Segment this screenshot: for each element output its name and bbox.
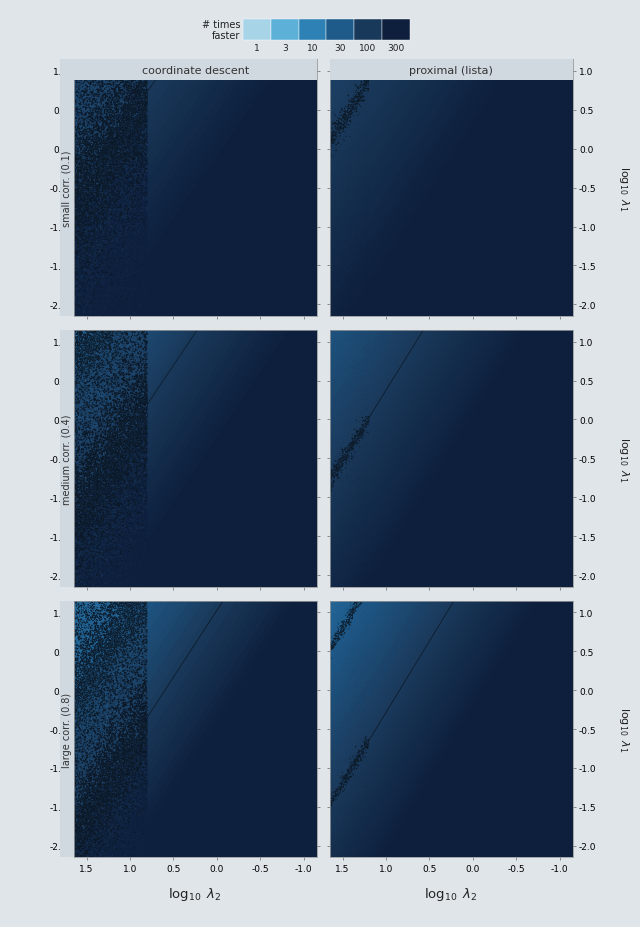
Text: $\log_{10}\ \lambda_1$: $\log_{10}\ \lambda_1$ [617, 436, 631, 482]
Text: 100: 100 [360, 44, 376, 53]
Text: 1: 1 [254, 44, 260, 53]
Text: 30: 30 [335, 44, 346, 53]
Text: medium corr. (0.4): medium corr. (0.4) [61, 413, 72, 504]
Text: 3: 3 [282, 44, 287, 53]
Text: $\log_{10}\ \lambda_1$: $\log_{10}\ \lambda_1$ [617, 706, 631, 752]
Text: # times
faster: # times faster [202, 19, 240, 42]
Text: coordinate descent: coordinate descent [141, 66, 249, 75]
Text: $\log_{10}\ \lambda_1$: $\log_{10}\ \lambda_1$ [617, 166, 631, 211]
Text: proximal (lista): proximal (lista) [409, 66, 493, 75]
Text: $\log_{10}\ \lambda_2$: $\log_{10}\ \lambda_2$ [424, 885, 478, 902]
Text: 300: 300 [387, 44, 404, 53]
Text: 10: 10 [307, 44, 318, 53]
Text: $\log_{10}\ \lambda_2$: $\log_{10}\ \lambda_2$ [168, 885, 222, 902]
Text: large corr. (0.8): large corr. (0.8) [61, 692, 72, 767]
Text: small corr. (0.1): small corr. (0.1) [61, 150, 72, 227]
